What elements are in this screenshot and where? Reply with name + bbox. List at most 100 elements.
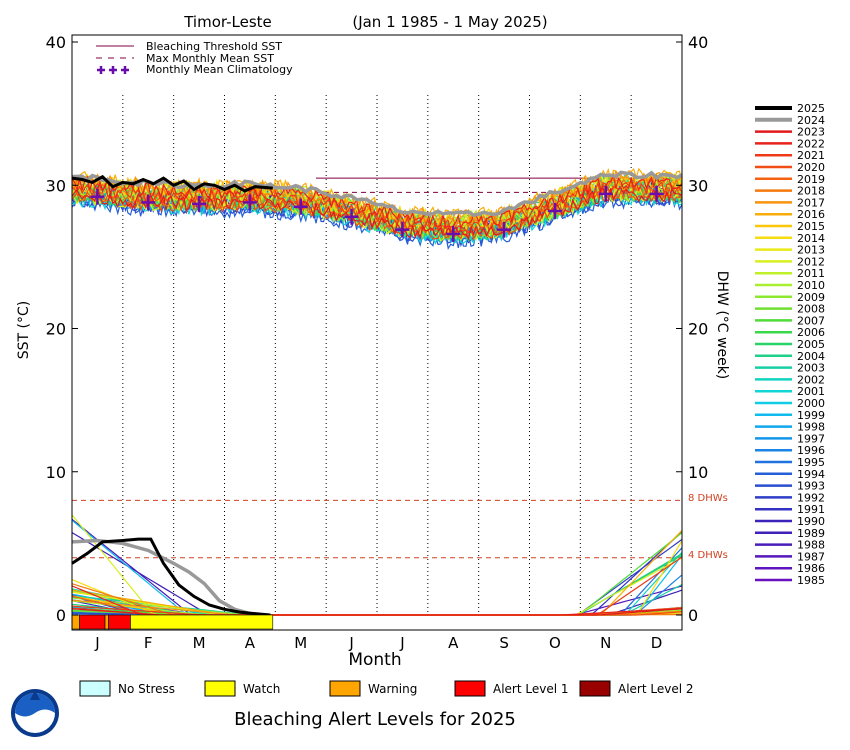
x-tick-label: J bbox=[348, 634, 353, 652]
y-tick-label-right: 40 bbox=[688, 33, 708, 52]
chart-title-location: Timor-Leste bbox=[183, 13, 272, 31]
year-label-1985: 1985 bbox=[797, 574, 825, 587]
sst-line-2025 bbox=[71, 174, 273, 193]
y-tick-label-left: 20 bbox=[46, 320, 66, 339]
year-label-2002: 2002 bbox=[797, 373, 825, 386]
year-label-2017: 2017 bbox=[797, 196, 825, 209]
climatology-marker bbox=[649, 185, 664, 202]
plot-legend: Bleaching Threshold SST Max Monthly Mean… bbox=[96, 40, 293, 76]
year-label-2015: 2015 bbox=[797, 220, 825, 233]
alert-legend-label: Watch bbox=[243, 682, 280, 696]
climatology-marker bbox=[446, 225, 461, 242]
year-label-2000: 2000 bbox=[797, 397, 825, 410]
year-label-1992: 1992 bbox=[797, 491, 825, 504]
x-tick-label: A bbox=[448, 634, 459, 652]
x-tick-label: N bbox=[600, 634, 611, 652]
climatology-marker bbox=[598, 185, 613, 202]
alert-legend-swatch bbox=[79, 680, 111, 697]
x-axis-label: Month bbox=[348, 650, 401, 670]
x-tick-label: O bbox=[549, 634, 561, 652]
vertical-grid bbox=[122, 95, 632, 615]
year-label-1999: 1999 bbox=[797, 409, 825, 422]
dhw-line-2025 bbox=[71, 537, 271, 617]
climatology-marker bbox=[242, 194, 257, 211]
climatology-marker bbox=[141, 194, 156, 211]
year-label-2014: 2014 bbox=[797, 232, 825, 245]
alert-segment bbox=[108, 614, 131, 630]
y-tick-label-left: 30 bbox=[46, 176, 66, 195]
x-tick-label: S bbox=[499, 634, 509, 652]
plot-frame bbox=[71, 34, 683, 631]
alert-segment bbox=[104, 614, 109, 630]
year-label-2019: 2019 bbox=[797, 173, 825, 186]
climatology-marker bbox=[293, 198, 308, 215]
year-label-2021: 2021 bbox=[797, 149, 825, 162]
x-tick-label: M bbox=[193, 634, 206, 652]
year-label-1989: 1989 bbox=[797, 527, 825, 540]
alert-legend-swatch bbox=[329, 680, 361, 697]
year-label-2013: 2013 bbox=[797, 244, 825, 257]
climatology-markers bbox=[90, 185, 664, 242]
year-label-2010: 2010 bbox=[797, 279, 825, 292]
year-label-2006: 2006 bbox=[797, 326, 825, 339]
year-label-2024: 2024 bbox=[797, 114, 825, 127]
dhw-series bbox=[71, 514, 683, 617]
axes-ticks: J F M A M J J A S O N D 0 10 20 30 40 0 10 20 30 40 bbox=[46, 33, 709, 652]
sst-line-2023 bbox=[71, 187, 683, 241]
year-label-2009: 2009 bbox=[797, 291, 825, 304]
year-legend: 2025202420232022202120202019201820172016… bbox=[755, 102, 825, 587]
climatology-marker bbox=[90, 188, 105, 205]
alert-level-legend: No Stress Watch Warning Alert Level 1 Alert … bbox=[79, 680, 694, 697]
sst-series bbox=[71, 167, 683, 251]
alert-segment bbox=[71, 614, 80, 630]
year-label-2018: 2018 bbox=[797, 185, 825, 198]
y-tick-label-right: 0 bbox=[688, 606, 698, 625]
legend-mmm-label: Max Monthly Mean SST bbox=[146, 52, 274, 65]
dhw4-label: 4 DHWs bbox=[688, 550, 728, 561]
climatology-marker bbox=[497, 221, 512, 238]
year-label-2020: 2020 bbox=[797, 161, 825, 174]
year-label-1997: 1997 bbox=[797, 432, 825, 445]
y-axis-label-left: SST (°C) bbox=[16, 301, 32, 359]
year-label-1986: 1986 bbox=[797, 562, 825, 575]
alert-legend-label: Warning bbox=[368, 682, 417, 696]
y-axis-label-right: DHW (°C week) bbox=[714, 271, 730, 380]
climatology-marker bbox=[395, 221, 410, 238]
year-label-2025: 2025 bbox=[797, 102, 825, 115]
dhw8-label: 8 DHWs bbox=[688, 493, 728, 504]
alert-legend-swatch bbox=[204, 680, 236, 697]
x-tick-label: J bbox=[399, 634, 404, 652]
alert-legend-label: Alert Level 2 bbox=[618, 682, 694, 696]
year-label-1993: 1993 bbox=[797, 480, 825, 493]
dhw-line-1989 bbox=[71, 532, 683, 616]
noaa-logo bbox=[11, 689, 59, 737]
legend-climatology-swatch bbox=[97, 66, 129, 74]
year-label-2003: 2003 bbox=[797, 362, 825, 375]
legend-threshold-label: Bleaching Threshold SST bbox=[146, 40, 282, 53]
year-label-2016: 2016 bbox=[797, 208, 825, 221]
year-label-1991: 1991 bbox=[797, 503, 825, 516]
climatology-marker bbox=[192, 195, 207, 212]
y-tick-label-left: 10 bbox=[46, 463, 66, 482]
alert-segment bbox=[79, 614, 106, 630]
dhw-line-2007 bbox=[71, 532, 683, 616]
chart-title-period: (Jan 1 1985 - 1 May 2025) bbox=[352, 13, 547, 31]
alert-legend-label: No Stress bbox=[118, 682, 175, 696]
climatology-marker bbox=[547, 203, 562, 220]
alert-legend-label: Alert Level 1 bbox=[493, 682, 569, 696]
year-label-2012: 2012 bbox=[797, 255, 825, 268]
year-label-1994: 1994 bbox=[797, 468, 825, 481]
year-label-1995: 1995 bbox=[797, 456, 825, 469]
year-label-1988: 1988 bbox=[797, 539, 825, 552]
year-label-2001: 2001 bbox=[797, 385, 825, 398]
y-tick-label-left: 0 bbox=[56, 606, 66, 625]
y-tick-label-left: 40 bbox=[46, 33, 66, 52]
alert-legend-swatch bbox=[579, 680, 611, 697]
x-tick-label: F bbox=[144, 634, 153, 652]
year-label-2007: 2007 bbox=[797, 314, 825, 327]
year-label-2011: 2011 bbox=[797, 267, 825, 280]
year-label-2008: 2008 bbox=[797, 303, 825, 316]
alert-segment bbox=[130, 614, 274, 630]
y-tick-label-right: 10 bbox=[688, 463, 708, 482]
